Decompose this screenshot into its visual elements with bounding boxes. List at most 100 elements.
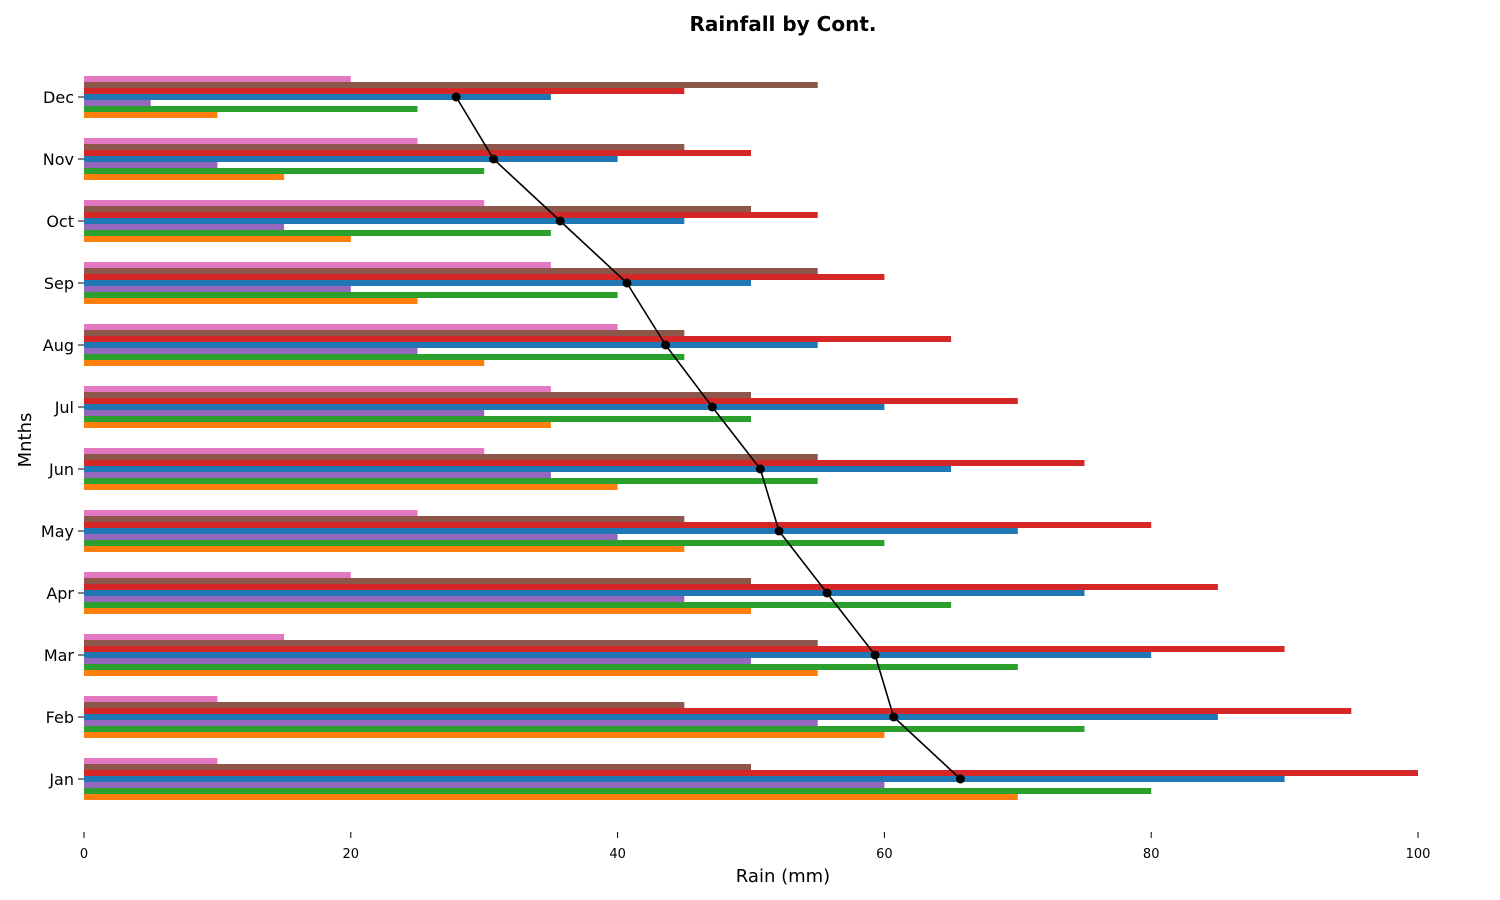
bar-jul-series-4 [84,404,885,410]
bar-jan-series-2 [84,788,1152,794]
bar-apr-series-1 [84,608,751,614]
y-axis-label: Mnths [15,413,36,468]
line-point-dec [451,92,461,102]
bar-aug-series-7 [84,324,618,330]
y-tick-label-jun: Jun [48,460,74,479]
x-tick-label-20: 20 [343,847,360,862]
line-point-sep [622,278,632,288]
bars-layer [84,76,1418,800]
bar-may-series-6 [84,516,685,522]
bar-nov-series-2 [84,168,485,174]
bar-feb-series-7 [84,696,218,702]
y-tick-label-dec: Dec [43,88,74,107]
bar-nov-series-6 [84,144,685,150]
y-tick-label-feb: Feb [46,708,74,727]
bar-sep-series-6 [84,268,818,274]
bar-jun-series-5 [84,460,1085,466]
x-axis-label: Rain (mm) [736,866,830,887]
y-tick-label-oct: Oct [46,212,74,231]
line-point-jun [755,464,765,474]
bar-nov-series-4 [84,156,618,162]
line-point-feb [889,712,899,722]
chart-title: Rainfall by Cont. [690,12,877,36]
line-point-oct [555,216,565,226]
bar-feb-series-6 [84,702,685,708]
x-tick-label-80: 80 [1143,847,1160,862]
bar-feb-series-2 [84,726,1085,732]
bar-aug-series-5 [84,336,952,342]
bar-feb-series-4 [84,714,1218,720]
bar-oct-series-7 [84,200,485,206]
bar-dec-series-6 [84,82,818,88]
line-point-apr [822,588,832,598]
y-tick-label-mar: Mar [44,646,75,665]
bar-sep-series-2 [84,292,618,298]
bar-jan-series-4 [84,776,1285,782]
bar-jun-series-1 [84,484,618,490]
bar-mar-series-4 [84,652,1152,658]
bar-dec-series-1 [84,112,218,118]
bar-jun-series-3 [84,472,551,478]
bar-jan-series-6 [84,764,751,770]
bar-feb-series-1 [84,732,885,738]
bar-may-series-7 [84,510,418,516]
bar-sep-series-4 [84,280,751,286]
bar-oct-series-2 [84,230,551,236]
bar-aug-series-6 [84,330,685,336]
bar-apr-series-3 [84,596,685,602]
bar-aug-series-2 [84,354,685,360]
bar-dec-series-7 [84,76,351,82]
bar-jul-series-2 [84,416,751,422]
bar-jun-series-2 [84,478,818,484]
bar-aug-series-1 [84,360,485,366]
bar-jan-series-7 [84,758,218,764]
bar-mar-series-6 [84,640,818,646]
bar-may-series-5 [84,522,1152,528]
line-point-jul [707,402,717,412]
bar-may-series-2 [84,540,885,546]
x-tick-label-40: 40 [609,847,626,862]
y-tick-label-may: May [41,522,74,541]
bar-sep-series-5 [84,274,885,280]
bar-may-series-1 [84,546,685,552]
line-point-jan [955,774,965,784]
bar-aug-series-4 [84,342,818,348]
bar-feb-series-5 [84,708,1352,714]
bar-dec-series-2 [84,106,418,112]
bar-oct-series-1 [84,236,351,242]
y-tick-label-apr: Apr [46,584,74,603]
bar-jan-series-3 [84,782,885,788]
bar-mar-series-7 [84,634,285,640]
line-point-may [774,526,784,536]
bar-nov-series-3 [84,162,218,168]
x-tick-label-0: 0 [80,847,88,862]
bar-apr-series-7 [84,572,351,578]
bar-dec-series-4 [84,94,551,100]
bar-aug-series-3 [84,348,418,354]
bar-mar-series-3 [84,658,751,664]
bar-jul-series-6 [84,392,751,398]
bar-nov-series-7 [84,138,418,144]
y-tick-label-jul: Jul [54,398,74,417]
bar-oct-series-6 [84,206,751,212]
bar-dec-series-5 [84,88,685,94]
x-tick-label-100: 100 [1406,847,1431,862]
bar-sep-series-1 [84,298,418,304]
bar-jun-series-6 [84,454,818,460]
line-point-nov [489,154,499,164]
bar-oct-series-4 [84,218,685,224]
bar-sep-series-7 [84,262,551,268]
bar-feb-series-3 [84,720,818,726]
bar-mar-series-1 [84,670,818,676]
bar-mar-series-2 [84,664,1018,670]
y-tick-label-aug: Aug [43,336,74,355]
line-point-mar [870,650,880,660]
bar-sep-series-3 [84,286,351,292]
bar-jul-series-5 [84,398,1018,404]
x-tick-label-60: 60 [876,847,893,862]
bar-jul-series-7 [84,386,551,392]
bar-apr-series-2 [84,602,952,608]
y-tick-label-nov: Nov [43,150,74,169]
y-tick-label-jan: Jan [48,770,74,789]
bar-nov-series-5 [84,150,751,156]
